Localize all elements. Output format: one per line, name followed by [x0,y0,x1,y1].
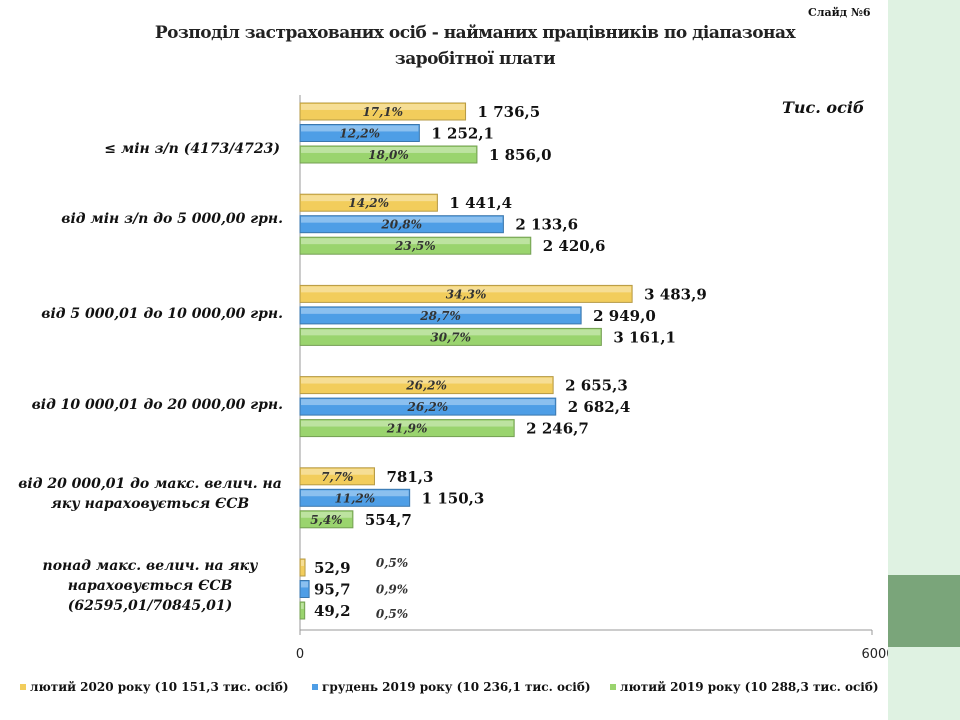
bar [299,467,375,486]
legend-item: лютий 2020 року (10 151,3 тис. осіб) [20,680,289,694]
bar-chart: 0 6000 ≤ мін з/п (4173/4723) від мін з/п до… [18,95,888,662]
data-label-value: 1 150,3 [422,489,485,507]
legend-item: грудень 2019 року (10 236,1 тис. осіб) [312,680,591,694]
bar [299,488,411,507]
category-label: від мін з/п до 5 000,00 грн. [61,211,283,227]
bar-highlight [301,560,305,566]
x-tick-label: 6000 [861,647,888,662]
data-label-percent: 11,2% [335,491,376,505]
bar [299,327,602,346]
category-label: понад макс. велич. на яку [43,558,259,574]
bar [299,558,306,577]
data-label-percent: 26,2% [405,379,447,393]
bar-highlight [301,195,437,202]
bar-highlight [301,104,465,110]
data-label-value: 1 441,4 [449,194,512,212]
category-label: від 10 000,01 до 20 000,00 грн. [32,397,283,413]
data-label-value: 52,9 [314,559,351,577]
bar [299,306,582,325]
data-label-value: 2 682,4 [568,398,631,416]
category-label: ≤ мін з/п (4173/4723) [104,141,280,157]
bar [299,580,310,598]
legend-swatch [20,684,26,690]
bar [299,284,633,303]
legend-label: грудень 2019 року (10 236,1 тис. осіб) [322,680,591,694]
data-label-value: 2 246,7 [526,420,589,438]
category-label: від 20 000,01 до макс. велич. на [18,476,282,492]
bar-highlight [301,216,503,223]
bar-highlight [301,329,601,336]
data-label-percent: 23,5% [394,239,436,253]
bar [299,397,557,416]
data-label-percent: 0,5% [376,556,408,570]
bar-highlight [301,511,352,518]
data-label-percent: 17,1% [362,105,403,119]
data-label-value: 3 161,1 [613,328,676,346]
bar-highlight [301,286,632,293]
bar-highlight [301,603,304,609]
category-label: нараховується ЄСВ [68,578,233,594]
data-label-value: 3 483,9 [644,285,707,303]
x-tick-label: 0 [296,647,304,662]
data-label-percent: 18,0% [368,148,409,162]
data-label-percent: 12,2% [339,127,380,141]
data-label-value: 554,7 [365,511,412,529]
slide-number: Слайд №6 [808,6,871,19]
data-label-percent: 21,9% [386,422,428,436]
bar [299,419,515,438]
bar-highlight [301,377,553,384]
decorative-side-block [888,575,960,647]
data-label-value: 2 655,3 [565,377,628,395]
legend-label: лютий 2020 року (10 151,3 тис. осіб) [30,680,289,694]
category-label: (62595,01/70845,01) [68,598,233,614]
bar [299,102,467,121]
bar-highlight [301,238,530,245]
bar [299,376,554,395]
data-label-percent: 34,3% [446,287,487,301]
bar-highlight [301,490,409,497]
data-label-value: 2 133,6 [515,216,578,234]
legend-swatch [610,684,616,690]
bar [299,193,438,212]
bar [299,215,504,234]
data-label-value: 1 736,5 [478,103,541,121]
bar [299,124,420,142]
bar [299,601,306,620]
data-label-value: 49,2 [314,602,351,620]
bar-highlight [301,307,581,314]
data-label-value: 1 856,0 [489,146,552,164]
data-label-percent: 28,7% [419,309,461,323]
data-label-percent: 26,2% [407,400,449,414]
bar [299,145,478,164]
data-label-percent: 20,8% [380,218,422,232]
data-label-percent: 5,4% [310,513,342,527]
data-label-value: 95,7 [314,581,351,599]
bar-highlight [301,468,374,475]
category-label: яку нараховується ЄСВ [51,496,250,512]
data-label-value: 1 252,1 [431,125,494,143]
data-label-value: 781,3 [386,468,433,486]
bar-highlight [301,420,514,427]
bar [299,236,532,255]
legend-swatch [312,684,318,690]
bar-highlight [301,125,419,132]
data-label-percent: 0,5% [376,607,408,621]
chart-title: Розподіл застрахованих осіб - найманих п… [154,23,796,69]
legend-label: лютий 2019 року (10 288,3 тис. осіб) [620,680,879,694]
bar-highlight [301,581,309,588]
bar [299,510,354,529]
data-label-percent: 30,7% [430,330,471,344]
data-label-value: 2 420,6 [543,237,606,255]
bar-highlight [301,147,476,153]
data-label-percent: 0,9% [376,583,408,597]
data-label-percent: 14,2% [348,196,389,210]
legend-item: лютий 2019 року (10 288,3 тис. осіб) [610,680,879,694]
unit-label: Тис. осіб [782,98,865,117]
bar-highlight [301,399,555,406]
category-label: від 5 000,01 до 10 000,00 грн. [41,306,283,322]
data-label-value: 2 949,0 [593,307,656,325]
data-label-percent: 7,7% [321,470,353,484]
